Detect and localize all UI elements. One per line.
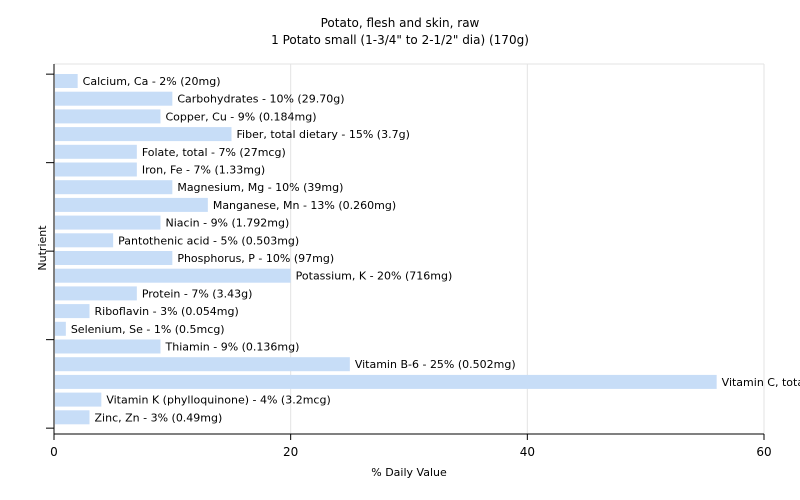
bar-3 bbox=[55, 127, 232, 142]
bar-label-18: Vitamin K (phylloquinone) - 4% (3.2mcg) bbox=[106, 394, 330, 407]
chart-title: Potato, flesh and skin, raw bbox=[321, 16, 480, 30]
bar-18 bbox=[55, 392, 102, 407]
bar-label-17: Vitamin C, total ascorbic acid - 56% (33… bbox=[722, 376, 800, 389]
bar-label-12: Protein - 7% (3.43g) bbox=[142, 287, 253, 300]
bar-6 bbox=[55, 180, 173, 195]
bar-label-0: Calcium, Ca - 2% (20mg) bbox=[83, 75, 221, 88]
bar-9 bbox=[55, 233, 114, 248]
bar-8 bbox=[55, 215, 161, 230]
bar-13 bbox=[55, 304, 90, 319]
bar-label-9: Pantothenic acid - 5% (0.503mg) bbox=[118, 234, 299, 247]
bar-label-14: Selenium, Se - 1% (0.5mcg) bbox=[71, 323, 225, 336]
bar-2 bbox=[55, 109, 161, 124]
x-tick-label-3: 60 bbox=[756, 445, 771, 459]
bar-label-13: Riboflavin - 3% (0.054mg) bbox=[95, 305, 239, 318]
bar-12 bbox=[55, 286, 137, 301]
bar-1 bbox=[55, 91, 173, 106]
x-tick-label-1: 20 bbox=[283, 445, 298, 459]
bar-11 bbox=[55, 268, 291, 283]
bar-14 bbox=[55, 321, 66, 336]
bar-label-7: Manganese, Mn - 13% (0.260mg) bbox=[213, 199, 396, 212]
bar-4 bbox=[55, 144, 137, 159]
y-axis-label: Nutrient bbox=[36, 225, 49, 271]
bar-7 bbox=[55, 197, 208, 212]
bar-15 bbox=[55, 339, 161, 354]
bar-5 bbox=[55, 162, 137, 177]
bar-label-16: Vitamin B-6 - 25% (0.502mg) bbox=[355, 358, 516, 371]
bar-17 bbox=[55, 374, 717, 389]
bar-label-4: Folate, total - 7% (27mcg) bbox=[142, 146, 286, 159]
x-axis-label: % Daily Value bbox=[371, 466, 447, 479]
bar-16 bbox=[55, 357, 350, 372]
bar-label-19: Zinc, Zn - 3% (0.49mg) bbox=[95, 411, 223, 424]
bar-label-6: Magnesium, Mg - 10% (39mg) bbox=[177, 181, 343, 194]
x-tick-label-2: 40 bbox=[520, 445, 535, 459]
bar-label-8: Niacin - 9% (1.792mg) bbox=[166, 217, 290, 230]
bar-label-11: Potassium, K - 20% (716mg) bbox=[296, 270, 453, 283]
bar-19 bbox=[55, 410, 90, 425]
bar-label-1: Carbohydrates - 10% (29.70g) bbox=[177, 93, 344, 106]
bar-label-3: Fiber, total dietary - 15% (3.7g) bbox=[237, 128, 410, 141]
chart-subtitle: 1 Potato small (1-3/4" to 2-1/2" dia) (1… bbox=[271, 33, 529, 47]
bar-0 bbox=[55, 74, 78, 88]
bar-label-5: Iron, Fe - 7% (1.33mg) bbox=[142, 164, 265, 177]
bar-label-10: Phosphorus, P - 10% (97mg) bbox=[177, 252, 334, 265]
bar-label-2: Copper, Cu - 9% (0.184mg) bbox=[166, 110, 317, 123]
bar-10 bbox=[55, 251, 173, 265]
x-tick-label-0: 0 bbox=[50, 445, 58, 459]
bar-label-15: Thiamin - 9% (0.136mg) bbox=[165, 341, 300, 354]
